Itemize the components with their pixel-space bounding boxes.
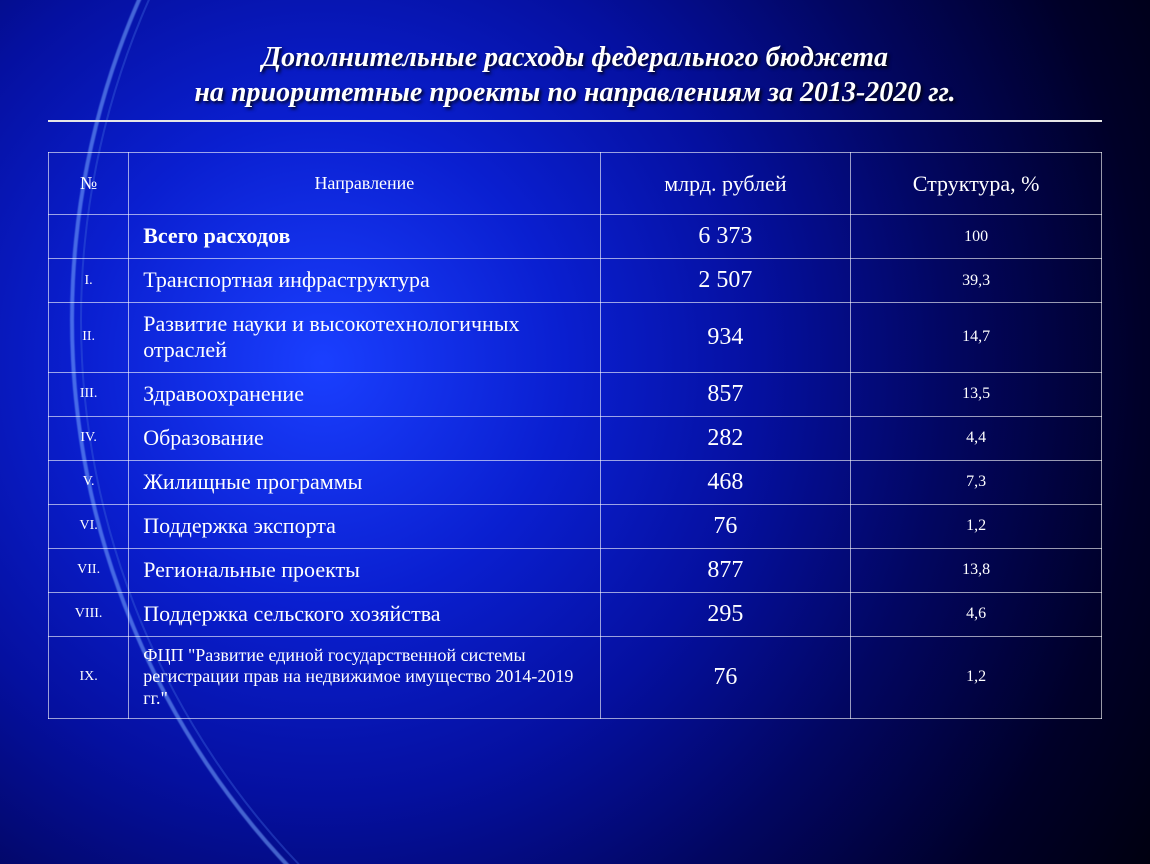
- table-row: VIII.Поддержка сельского хозяйства2954,6: [49, 592, 1102, 636]
- row-number: VIII.: [49, 592, 129, 636]
- row-number: VII.: [49, 548, 129, 592]
- row-value: 877: [600, 548, 851, 592]
- row-name: Здравоохранение: [129, 372, 600, 416]
- table-row: VI.Поддержка экспорта761,2: [49, 504, 1102, 548]
- row-value: 934: [600, 303, 851, 373]
- row-number: II.: [49, 303, 129, 373]
- row-percent: 13,8: [851, 548, 1102, 592]
- row-value: 76: [600, 636, 851, 718]
- table-body: Всего расходов 6 373 100 I.Транспортная …: [49, 215, 1102, 719]
- total-percent: 100: [851, 215, 1102, 259]
- col-header-number: №: [49, 153, 129, 215]
- row-percent: 1,2: [851, 636, 1102, 718]
- col-header-percent: Структура, %: [851, 153, 1102, 215]
- row-value: 282: [600, 416, 851, 460]
- row-value: 295: [600, 592, 851, 636]
- table-row: I.Транспортная инфраструктура2 50739,3: [49, 259, 1102, 303]
- row-value: 2 507: [600, 259, 851, 303]
- row-name: Развитие науки и высокотехнологичных отр…: [129, 303, 600, 373]
- row-percent: 14,7: [851, 303, 1102, 373]
- col-header-name: Направление: [129, 153, 600, 215]
- title-line-2: на приоритетные проекты по направлениям …: [194, 77, 955, 108]
- row-name: Поддержка экспорта: [129, 504, 600, 548]
- row-name: Поддержка сельского хозяйства: [129, 592, 600, 636]
- title-line-1: Дополнительные расходы федерального бюдж…: [262, 42, 888, 73]
- row-percent: 4,4: [851, 416, 1102, 460]
- row-value: 76: [600, 504, 851, 548]
- row-name: Образование: [129, 416, 600, 460]
- row-number: IV.: [49, 416, 129, 460]
- table-row: IV.Образование2824,4: [49, 416, 1102, 460]
- row-name: Жилищные программы: [129, 460, 600, 504]
- row-value: 857: [600, 372, 851, 416]
- row-name: Транспортная инфраструктура: [129, 259, 600, 303]
- row-number: V.: [49, 460, 129, 504]
- table-row: III.Здравоохранение85713,5: [49, 372, 1102, 416]
- table-row: VII.Региональные проекты87713,8: [49, 548, 1102, 592]
- table-row: IX.ФЦП "Развитие единой государственной …: [49, 636, 1102, 718]
- row-percent: 1,2: [851, 504, 1102, 548]
- total-value: 6 373: [600, 215, 851, 259]
- row-number: III.: [49, 372, 129, 416]
- row-percent: 39,3: [851, 259, 1102, 303]
- slide: Дополнительные расходы федерального бюдж…: [0, 0, 1150, 864]
- row-percent: 7,3: [851, 460, 1102, 504]
- total-number: [49, 215, 129, 259]
- row-number: I.: [49, 259, 129, 303]
- table-header-row: № Направление млрд. рублей Структура, %: [49, 153, 1102, 215]
- expenses-table: № Направление млрд. рублей Структура, % …: [48, 152, 1102, 719]
- table-total-row: Всего расходов 6 373 100: [49, 215, 1102, 259]
- row-name: ФЦП "Развитие единой государственной сис…: [129, 636, 600, 718]
- row-number: IX.: [49, 636, 129, 718]
- table-row: II.Развитие науки и высокотехнологичных …: [49, 303, 1102, 373]
- row-number: VI.: [49, 504, 129, 548]
- col-header-value: млрд. рублей: [600, 153, 851, 215]
- row-percent: 4,6: [851, 592, 1102, 636]
- slide-title: Дополнительные расходы федерального бюдж…: [48, 40, 1102, 122]
- row-value: 468: [600, 460, 851, 504]
- row-name: Региональные проекты: [129, 548, 600, 592]
- table-row: V.Жилищные программы4687,3: [49, 460, 1102, 504]
- total-name: Всего расходов: [129, 215, 600, 259]
- row-percent: 13,5: [851, 372, 1102, 416]
